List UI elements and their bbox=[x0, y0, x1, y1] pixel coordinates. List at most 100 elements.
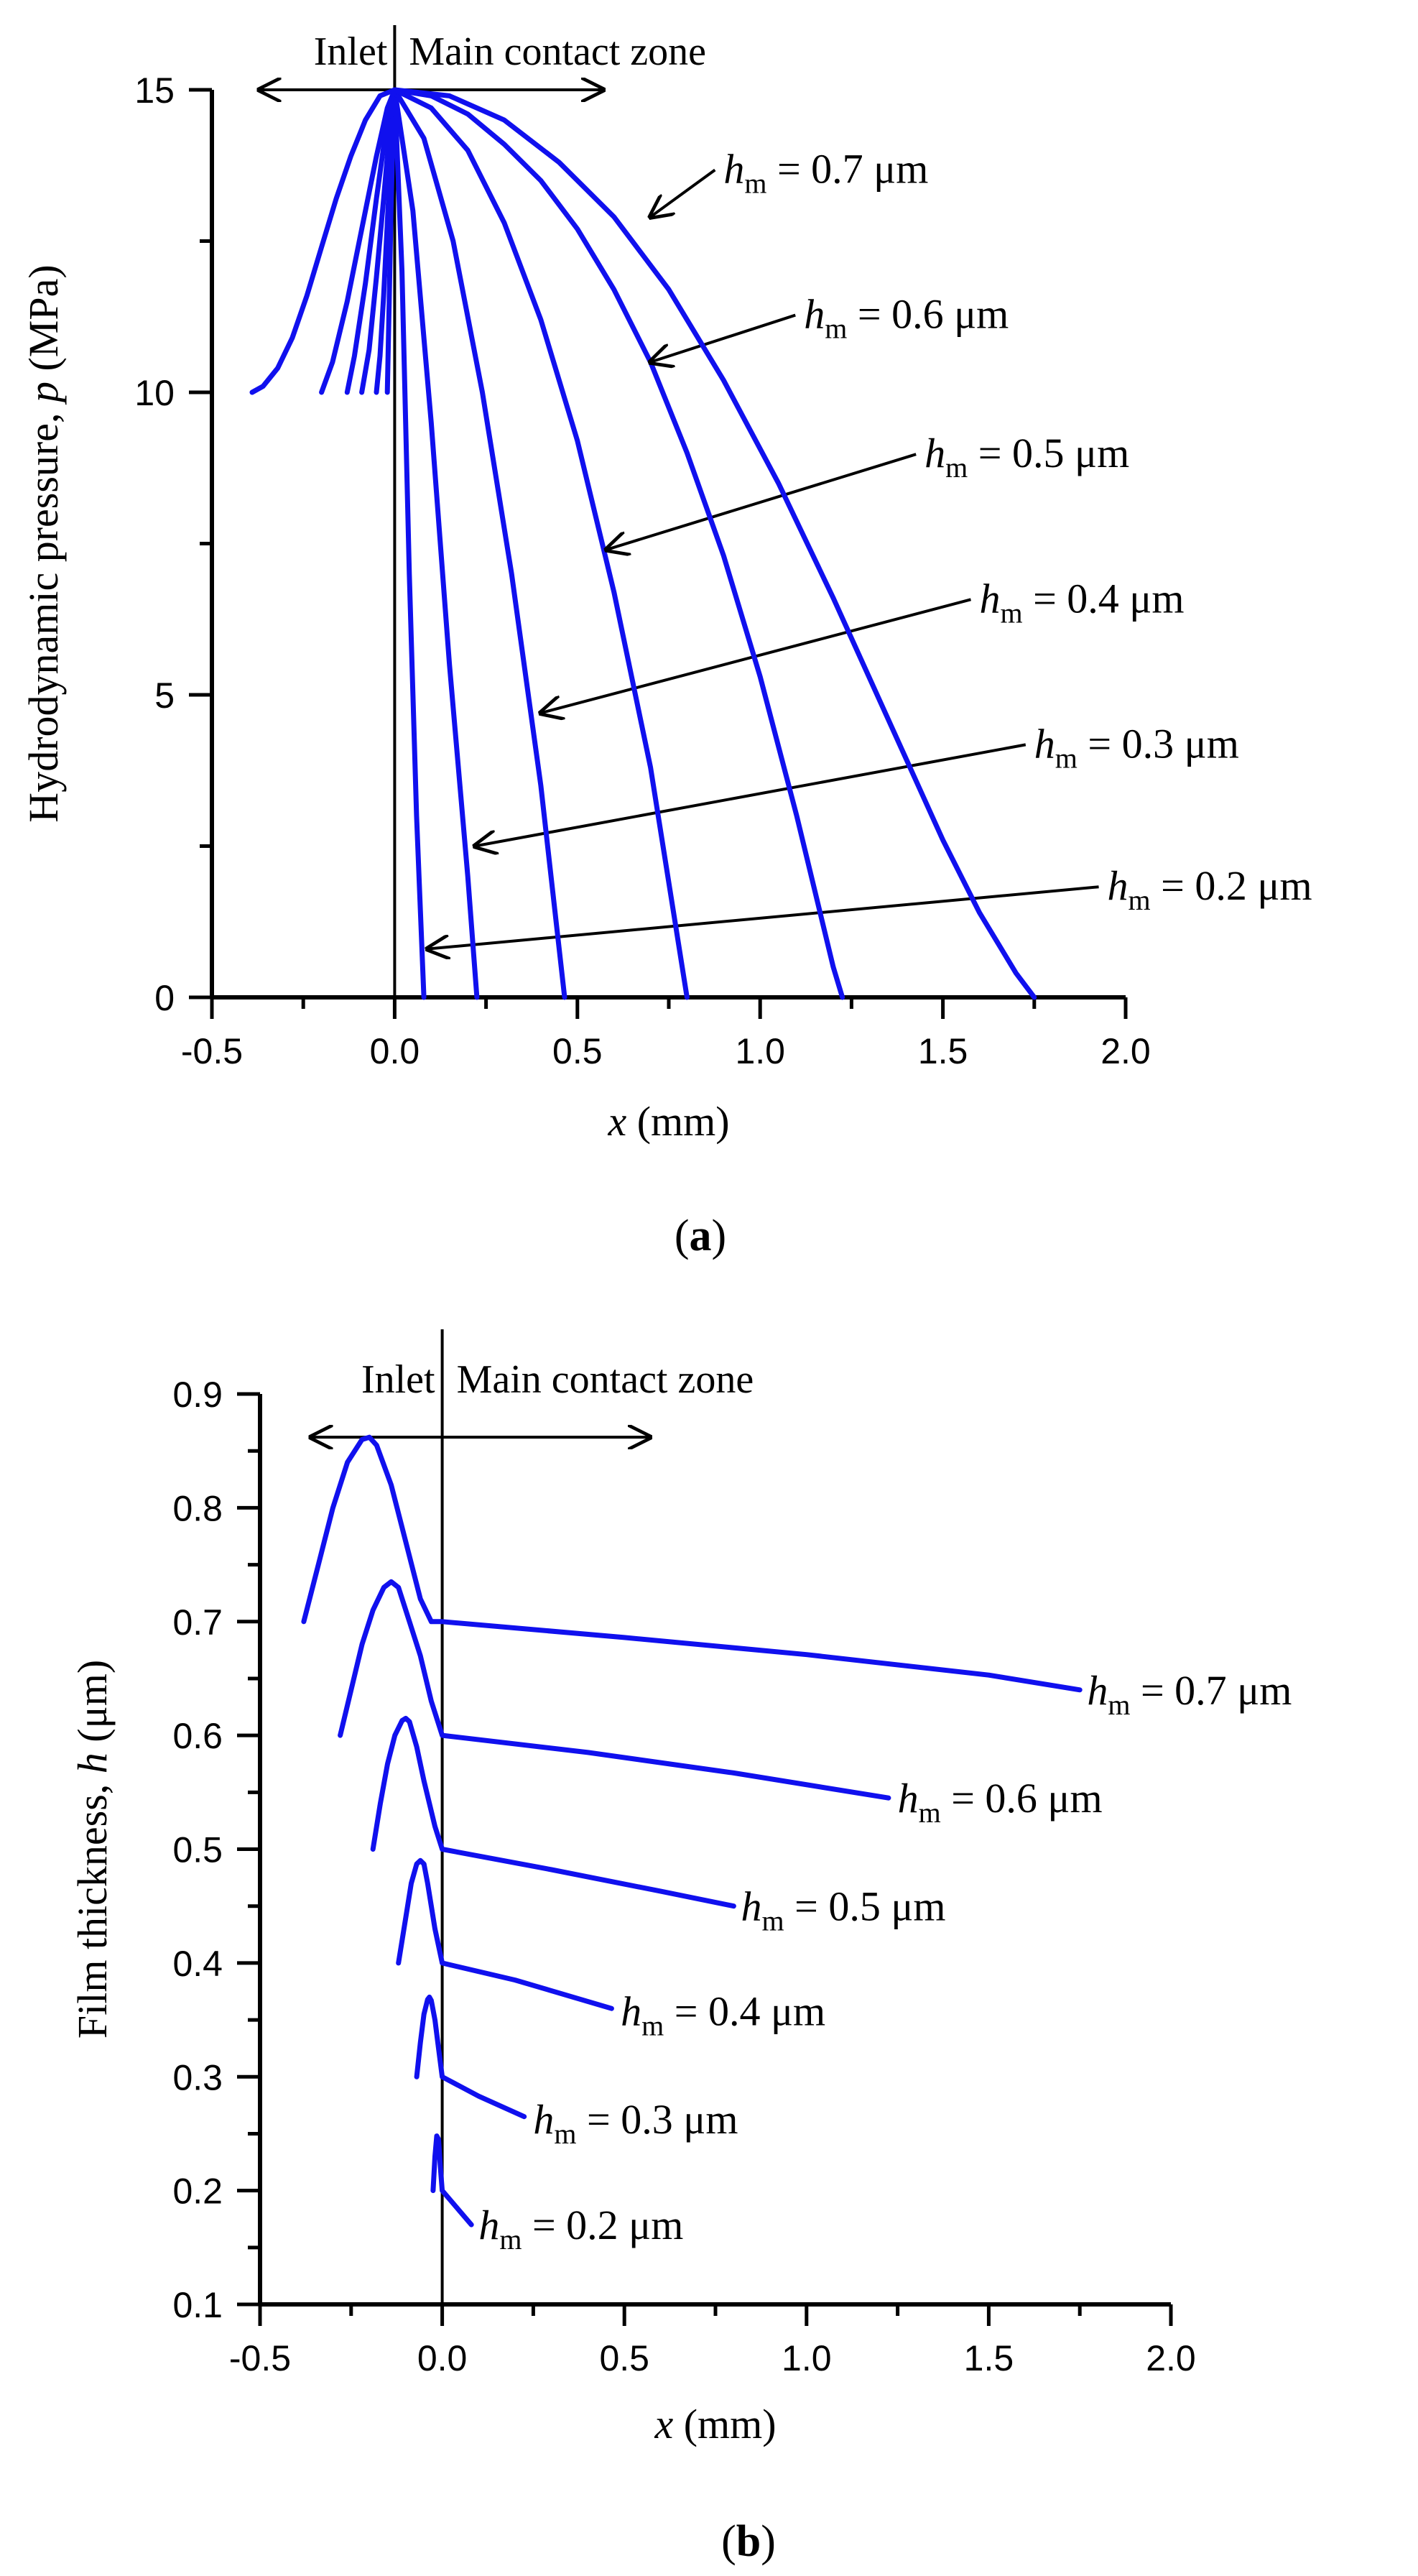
y-tick-label: 0.3 bbox=[172, 2057, 223, 2097]
series-label-sub: m bbox=[1129, 884, 1151, 916]
series-label: hm = 0.3 μm bbox=[533, 2096, 738, 2150]
y-tick-label: 0.5 bbox=[172, 1830, 223, 1870]
series-label-var: h bbox=[1087, 1667, 1108, 1714]
series-label-var: h bbox=[741, 1883, 762, 1930]
series-label-sub: m bbox=[554, 2118, 576, 2150]
y-tick-label: 0.8 bbox=[172, 1488, 223, 1528]
series-pointer-arrow bbox=[607, 453, 917, 550]
series-label-sub: m bbox=[919, 1796, 941, 1829]
y-axis-title-var: p bbox=[20, 382, 67, 405]
series-line-6 bbox=[430, 2133, 474, 2228]
series-label: hm = 0.2 μm bbox=[478, 2202, 683, 2256]
series-label-var: h bbox=[621, 1988, 641, 2034]
series-label: hm = 0.3 μm bbox=[1034, 720, 1239, 774]
y-tick-label: 0.9 bbox=[172, 1375, 223, 1415]
series-label-rest: = 0.3 μm bbox=[577, 2096, 738, 2143]
series-pointer-arrow bbox=[427, 885, 1099, 948]
series-label-sub: m bbox=[762, 1905, 784, 1937]
x-tick-label: 0.5 bbox=[599, 2338, 649, 2378]
series-label-rest: = 0.5 μm bbox=[784, 1883, 946, 1930]
series-pointer-arrow bbox=[651, 168, 716, 216]
series-line-1 bbox=[301, 1434, 1083, 1693]
x-tick-label: 0.0 bbox=[417, 2338, 468, 2378]
x-axis-title-var: x bbox=[654, 2401, 673, 2447]
x-tick-label: -0.5 bbox=[181, 1031, 243, 1071]
y-axis-title-unit: (μm) bbox=[69, 1660, 116, 1753]
x-axis-title: x (mm) bbox=[654, 2401, 776, 2447]
series-label-var: h bbox=[925, 430, 945, 476]
series-line-5 bbox=[319, 87, 845, 1000]
panel-label-close: ) bbox=[712, 1211, 727, 1260]
series-label-rest: = 0.7 μm bbox=[766, 145, 928, 192]
x-tick-label: 2.0 bbox=[1100, 1031, 1151, 1071]
series-label-var: h bbox=[804, 291, 825, 338]
y-tick-label: 5 bbox=[154, 675, 175, 716]
series-line-5 bbox=[414, 1994, 527, 2120]
panel-label-close: ) bbox=[761, 2517, 776, 2566]
series-line-3 bbox=[370, 1715, 736, 1909]
zone-label-main-contact: Main contact zone bbox=[457, 1357, 754, 1402]
series-label-var: h bbox=[478, 2202, 499, 2248]
series-label-sub: m bbox=[825, 313, 847, 345]
x-tick-label: -0.5 bbox=[229, 2338, 291, 2378]
series-label-var: h bbox=[723, 145, 744, 192]
x-axis-title: x (mm) bbox=[607, 1098, 729, 1145]
series-label-rest: = 0.4 μm bbox=[1023, 575, 1185, 622]
series-line-3 bbox=[359, 87, 567, 1000]
series-label-rest: = 0.2 μm bbox=[1151, 862, 1312, 909]
panel-label: (a) bbox=[675, 1211, 726, 1260]
zone-label-inlet: Inlet bbox=[314, 29, 388, 74]
series-label: hm = 0.6 μm bbox=[898, 1775, 1103, 1829]
series-label-rest: = 0.3 μm bbox=[1078, 720, 1239, 767]
y-tick-label: 0.2 bbox=[172, 2171, 223, 2212]
series-label-sub: m bbox=[499, 2223, 522, 2256]
series-pointer-arrow bbox=[475, 743, 1027, 846]
series-label: hm = 0.7 μm bbox=[1087, 1667, 1292, 1721]
panel-label-open: ( bbox=[675, 1211, 690, 1260]
series-label-var: h bbox=[979, 575, 1000, 622]
zone-label-main-contact: Main contact zone bbox=[409, 29, 706, 74]
y-tick-label: 15 bbox=[134, 70, 175, 111]
x-tick-label: 1.5 bbox=[964, 2338, 1014, 2378]
series-label-rest: = 0.7 μm bbox=[1130, 1667, 1292, 1714]
series-label-var: h bbox=[1034, 720, 1055, 767]
series-label-rest: = 0.6 μm bbox=[941, 1775, 1103, 1822]
y-tick-label: 0.4 bbox=[172, 1944, 223, 1984]
series-label: hm = 0.7 μm bbox=[723, 145, 928, 199]
series-label-sub: m bbox=[1055, 742, 1078, 774]
series-label-var: h bbox=[533, 2096, 554, 2143]
panel-label-open: ( bbox=[721, 2517, 736, 2566]
series-label: hm = 0.2 μm bbox=[1108, 862, 1312, 916]
series-line-6 bbox=[249, 87, 1037, 1000]
x-axis-title-unit: (mm) bbox=[673, 2401, 776, 2447]
panel-label-letter: a bbox=[690, 1211, 712, 1260]
series-label: hm = 0.4 μm bbox=[979, 575, 1184, 629]
y-tick-label: 0 bbox=[154, 978, 175, 1018]
x-tick-label: 1.0 bbox=[782, 2338, 832, 2378]
y-axis-title-pre: Hydrodynamic pressure, bbox=[20, 402, 67, 823]
x-tick-label: 1.5 bbox=[918, 1031, 968, 1071]
series-label-rest: = 0.2 μm bbox=[522, 2202, 683, 2248]
y-axis-title-pre: Film thickness, bbox=[69, 1773, 116, 2039]
panel-label-letter: b bbox=[736, 2517, 761, 2566]
series-label-sub: m bbox=[1108, 1689, 1130, 1721]
series-label: hm = 0.5 μm bbox=[925, 430, 1129, 484]
y-tick-label: 10 bbox=[134, 373, 175, 413]
y-tick-label: 0.6 bbox=[172, 1716, 223, 1756]
y-axis-title: Film thickness, h (μm) bbox=[69, 1660, 116, 2039]
y-axis-title-unit: (MPa) bbox=[20, 264, 67, 382]
x-axis-title-var: x bbox=[607, 1098, 626, 1145]
x-tick-label: 0.0 bbox=[370, 1031, 420, 1071]
x-tick-label: 0.5 bbox=[552, 1031, 603, 1071]
x-tick-label: 2.0 bbox=[1146, 2338, 1196, 2378]
series-line-4 bbox=[396, 1857, 614, 2011]
panel-label: (b) bbox=[721, 2517, 776, 2566]
series-label: hm = 0.5 μm bbox=[741, 1883, 946, 1937]
series-label-rest: = 0.4 μm bbox=[664, 1988, 825, 2034]
series-label-var: h bbox=[1108, 862, 1129, 909]
y-axis-title: Hydrodynamic pressure, p (MPa) bbox=[20, 264, 67, 822]
y-axis-title-var: h bbox=[69, 1753, 116, 1773]
chart-panel-a: -0.5 0.0 0.5 1.0 1.5 2.0 0 5 10 15 Inlet Main conta… bbox=[20, 25, 1312, 1260]
